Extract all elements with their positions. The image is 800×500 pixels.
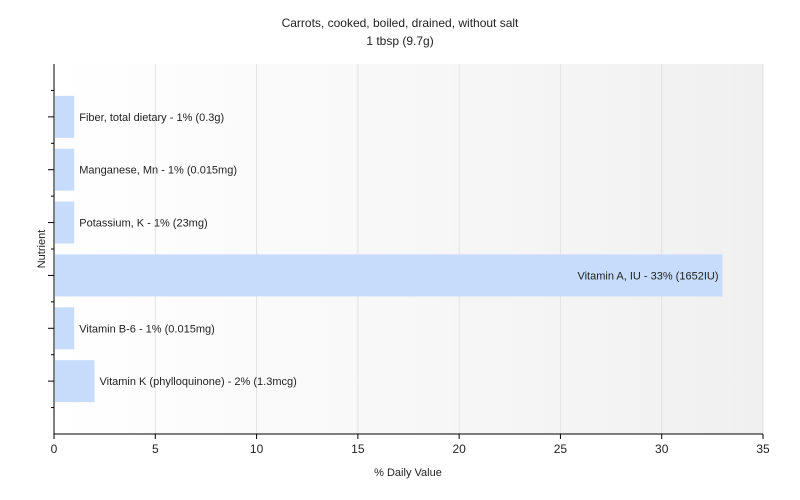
bar-label: Vitamin B-6 - 1% (0.015mg) xyxy=(79,323,215,335)
bar xyxy=(55,360,95,403)
x-tick-label: 10 xyxy=(250,442,264,456)
bar xyxy=(55,254,723,297)
x-axis-label: % Daily Value xyxy=(374,467,442,479)
plot-area xyxy=(54,64,763,434)
chart-subtitle: 1 tbsp (9.7g) xyxy=(366,34,433,48)
x-tick-label: 20 xyxy=(452,442,466,456)
x-axis-ticks: 0 5 10 15 20 25 30 35 xyxy=(51,434,770,456)
bar-label: Vitamin K (phylloquinone) - 2% (1.3mcg) xyxy=(100,376,297,388)
bar xyxy=(55,148,75,191)
bars: Fiber, total dietary - 1% (0.3g) Manganes… xyxy=(55,95,723,403)
y-axis-label: Nutrient xyxy=(36,230,48,269)
x-tick-label: 0 xyxy=(51,442,58,456)
bar-label: Manganese, Mn - 1% (0.015mg) xyxy=(79,165,237,177)
bar xyxy=(55,307,75,350)
bar xyxy=(55,201,75,244)
x-tick-label: 5 xyxy=(152,442,159,456)
x-tick-label: 25 xyxy=(554,442,568,456)
chart-title: Carrots, cooked, boiled, drained, withou… xyxy=(282,16,519,30)
x-tick-label: 35 xyxy=(756,442,770,456)
x-tick-label: 30 xyxy=(655,442,669,456)
bar xyxy=(55,95,75,138)
bar-label: Vitamin A, IU - 33% (1652IU) xyxy=(577,270,718,282)
bar-label: Fiber, total dietary - 1% (0.3g) xyxy=(79,112,224,124)
grid-lines xyxy=(154,64,764,434)
x-tick-label: 15 xyxy=(351,442,365,456)
y-axis-ticks xyxy=(48,89,54,409)
bar-label: Potassium, K - 1% (23mg) xyxy=(79,218,207,230)
